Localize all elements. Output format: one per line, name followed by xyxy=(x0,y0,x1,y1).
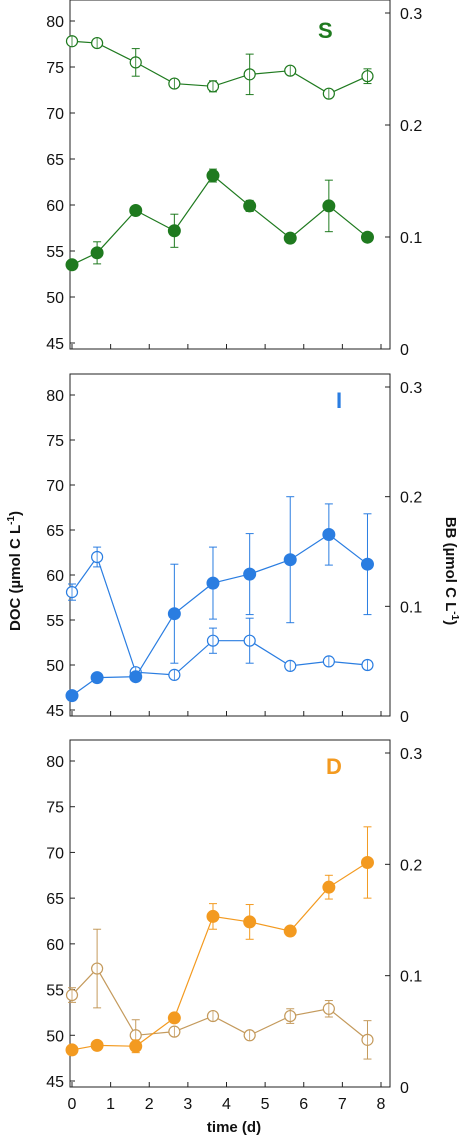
x-tick-label: 0 xyxy=(68,1096,77,1113)
y-left-tick-label: 45 xyxy=(46,703,64,720)
data-point-filled xyxy=(360,230,374,244)
series-line-filled xyxy=(71,861,368,1051)
x-tick-label: 6 xyxy=(299,1096,308,1113)
series-line-open xyxy=(71,555,368,676)
y-right-tick-label: 0 xyxy=(400,1080,409,1097)
data-point-filled xyxy=(360,557,374,571)
y-left-tick-label: 80 xyxy=(46,388,64,405)
y-left-tick-label: 65 xyxy=(46,152,64,169)
y-left-title-sup: -1 xyxy=(6,516,17,525)
y-right-tick-label: 0.3 xyxy=(400,380,422,397)
series-line-open xyxy=(71,967,368,1041)
y-left-tick-label: 80 xyxy=(46,14,64,31)
y-left-title-tail: ) xyxy=(7,511,24,516)
panels-group: 455055606570758000.10.20.3S4550556065707… xyxy=(46,0,422,1113)
panel-S: 45 50 55 60 65 70 75 80 0 0.1 0.2 0.3 S xyxy=(46,0,422,359)
data-point-filled xyxy=(206,169,220,183)
series-line-filled xyxy=(71,174,368,266)
data-point-filled xyxy=(65,689,79,703)
data-point-filled xyxy=(129,670,143,684)
y-right-tick-label: 0.1 xyxy=(400,969,422,986)
y-left-tick-label: 55 xyxy=(46,983,64,1000)
panel-letter: S xyxy=(318,18,333,43)
panel-letter: D xyxy=(326,754,342,779)
y-left-tick-label: 80 xyxy=(46,754,64,771)
data-point-filled xyxy=(167,224,181,238)
data-point-filled xyxy=(206,909,220,923)
plot-frame xyxy=(69,0,391,350)
x-tick-label: 5 xyxy=(261,1096,270,1113)
y-left-tick-label: 60 xyxy=(46,937,64,954)
plot-frame xyxy=(69,739,391,1088)
x-axis-title: time (d) xyxy=(207,1119,261,1136)
y-left-title-text: DOC (µmol C L xyxy=(7,525,24,631)
y-left-tick-label: 75 xyxy=(46,800,64,817)
data-point-filled xyxy=(243,567,257,581)
data-point-filled xyxy=(206,576,220,590)
data-point-filled xyxy=(90,246,104,260)
y-right-tick-label: 0 xyxy=(400,342,409,359)
y-left-tick-label: 50 xyxy=(46,658,64,675)
y-left-tick-label: 65 xyxy=(46,891,64,908)
y-right-tick-label: 0.2 xyxy=(400,118,422,135)
y-right-tick-label: 0 xyxy=(400,709,409,726)
y-right-tick-label: 0.1 xyxy=(400,230,422,247)
data-point-filled xyxy=(283,924,297,938)
x-tick-label: 8 xyxy=(377,1096,386,1113)
plot-frame xyxy=(69,373,391,717)
x-tick-label: 7 xyxy=(338,1096,347,1113)
data-point-filled xyxy=(167,607,181,621)
data-point-filled xyxy=(129,1039,143,1053)
y-left-tick-label: 70 xyxy=(46,478,64,495)
y-right-title-sup: -1 xyxy=(449,611,460,620)
data-point-filled xyxy=(243,199,257,213)
y-right-tick-label: 0.3 xyxy=(400,746,422,763)
y-left-tick-label: 60 xyxy=(46,568,64,585)
data-point-filled xyxy=(90,671,104,685)
data-point-filled xyxy=(283,231,297,245)
data-point-filled xyxy=(65,1043,79,1057)
y-left-tick-label: 50 xyxy=(46,1028,64,1045)
series-line-open xyxy=(71,40,368,95)
data-point-filled xyxy=(167,1011,181,1025)
panel-I: 45 50 55 60 65 70 75 80 0 0.1 0.2 0.3 I xyxy=(46,373,422,726)
data-point-filled xyxy=(90,1038,104,1052)
x-tick-label: 1 xyxy=(106,1096,115,1113)
y-right-tick-label: 0.1 xyxy=(400,599,422,616)
x-tick-label: 3 xyxy=(183,1096,192,1113)
data-point-filled xyxy=(322,880,336,894)
y-left-tick-label: 70 xyxy=(46,845,64,862)
y-right-title-text: BB (µmol C L xyxy=(442,517,459,611)
x-tick-label: 4 xyxy=(222,1096,231,1113)
y-left-tick-label: 75 xyxy=(46,433,64,450)
y-left-tick-label: 60 xyxy=(46,198,64,215)
y-left-tick-label: 55 xyxy=(46,613,64,630)
data-point-filled xyxy=(360,855,374,869)
y-left-tick-label: 75 xyxy=(46,60,64,77)
y-left-tick-label: 70 xyxy=(46,106,64,123)
data-point-filled xyxy=(129,204,143,218)
y-axis-left-title: DOC (µmol C L-1) xyxy=(6,511,24,631)
y-left-tick-label: 65 xyxy=(46,523,64,540)
x-tick-label: 2 xyxy=(145,1096,154,1113)
y-right-tick-label: 0.3 xyxy=(400,6,422,23)
data-point-filled xyxy=(283,553,297,567)
data-point-filled xyxy=(243,915,257,929)
y-right-tick-label: 0.2 xyxy=(400,490,422,507)
data-point-filled xyxy=(65,258,79,272)
data-point-filled xyxy=(322,528,336,541)
y-left-tick-label: 55 xyxy=(46,244,64,261)
y-left-tick-label: 45 xyxy=(46,336,64,353)
data-point-filled xyxy=(322,199,336,213)
panel-letter: I xyxy=(336,388,342,413)
y-left-tick-label: 50 xyxy=(46,290,64,307)
y-right-title-tail: ) xyxy=(442,620,459,625)
y-axis-right-title: BB (µmol C L-1) xyxy=(442,517,460,625)
y-left-tick-label: 45 xyxy=(46,1074,64,1091)
y-right-tick-label: 0.2 xyxy=(400,857,422,874)
